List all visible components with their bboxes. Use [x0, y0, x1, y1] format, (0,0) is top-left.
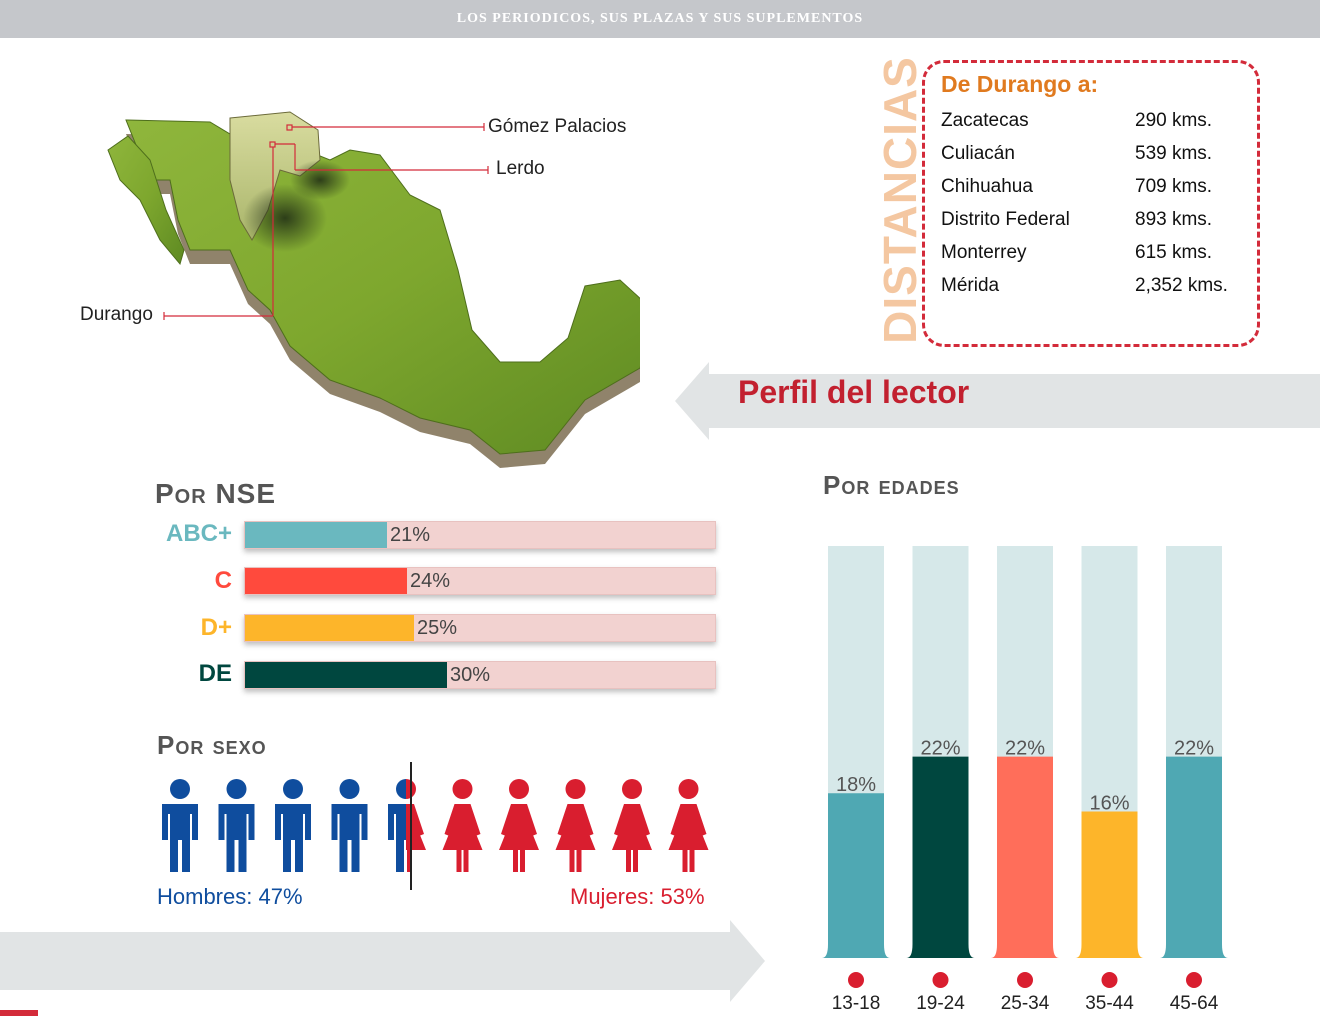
- nse-bar-fill: [245, 522, 387, 548]
- age-category-label: 13-18: [832, 993, 881, 1014]
- age-category-label: 35-44: [1085, 993, 1134, 1014]
- nse-bar-track: 24%: [244, 567, 716, 595]
- distance-city: Monterrey: [941, 242, 1027, 263]
- nse-bar-fill: [245, 568, 407, 594]
- bottom-arrow-band: [0, 920, 765, 1002]
- distance-km: 2,352 kms.: [1135, 275, 1228, 296]
- age-bar-value-label: 22%: [1005, 738, 1045, 760]
- perfil-title: Perfil del lector: [738, 374, 970, 410]
- age-bar-value-label: 16%: [1089, 793, 1129, 815]
- nse-section-title: Por NSE: [155, 478, 277, 509]
- distance-km: 893 kms.: [1135, 209, 1213, 230]
- age-marker-dot: [1186, 972, 1202, 988]
- male-person-icon: [275, 779, 311, 872]
- male-person-icon: [218, 779, 255, 872]
- distances-heading: De Durango a:: [941, 71, 1099, 97]
- nse-bar-value: 21%: [390, 524, 431, 546]
- nse-bar-track: 21%: [244, 521, 716, 549]
- edades-section-title: Por edades: [823, 470, 960, 500]
- female-person-icon: [612, 779, 652, 872]
- age-marker-dot: [1101, 972, 1118, 988]
- nse-bar-fill: [245, 662, 447, 688]
- female-person-icon: [668, 779, 709, 872]
- age-bar: [991, 756, 1059, 958]
- distancias-vertical-text: DISTANCIAS: [874, 56, 926, 344]
- split-person-icon: [388, 779, 426, 872]
- distance-city: Distrito Federal: [941, 209, 1070, 230]
- age-bar-value-label: 22%: [920, 738, 960, 760]
- nse-bar-fill: [245, 615, 414, 641]
- age-marker-dot: [932, 972, 949, 988]
- male-person-icon: [162, 779, 198, 872]
- age-bar-value-label: 22%: [1174, 738, 1214, 760]
- hombres-caption: Hombres: 47%: [157, 884, 303, 909]
- age-bar: [822, 793, 890, 958]
- female-person-icon: [555, 779, 596, 872]
- distance-km: 709 kms.: [1135, 176, 1213, 197]
- distancias-vertical-title: DISTANCIAS: [870, 56, 930, 344]
- mexico-map: Gómez Palacios Lerdo Durango: [80, 100, 656, 470]
- header-bar: LOS PERIODICOS, SUS PLAZAS Y SUS SUPLEME…: [0, 0, 1320, 38]
- distance-city: Chihuahua: [941, 176, 1033, 197]
- nse-bar-value: 30%: [450, 664, 491, 686]
- map-label-lerdo: Lerdo: [496, 158, 545, 179]
- mujeres-caption: Mujeres: 53%: [570, 884, 705, 909]
- sex-divider: [410, 762, 412, 890]
- page-corner-accent: [0, 1010, 38, 1016]
- map-label-gomez-palacios: Gómez Palacios: [488, 116, 627, 137]
- age-bar-value-label: 18%: [836, 774, 876, 796]
- age-bar: [1075, 811, 1144, 958]
- nse-label-abc: ABC+: [165, 520, 232, 547]
- age-marker-dot: [848, 972, 864, 988]
- map-leader-lines: [163, 123, 489, 320]
- male-person-icon: [331, 779, 368, 872]
- mexico-map-graphic: [107, 111, 656, 468]
- female-person-icon: [442, 779, 483, 872]
- map-label-durango: Durango: [80, 304, 153, 325]
- age-marker-dot: [1017, 972, 1033, 988]
- distances-box: De Durango a: Zacatecas 290 kms. Culiacá…: [922, 60, 1260, 347]
- age-bar: [1160, 756, 1228, 958]
- age-bar-chart: 18% 13-18 22% 19-24 22% 25-34 16% 35-44 22% 45-64: [822, 546, 1228, 1014]
- age-category-label: 19-24: [916, 993, 965, 1014]
- nse-bar-track: 30%: [244, 661, 716, 689]
- nse-label-d-plus: D+: [200, 614, 232, 641]
- nse-label-c: C: [214, 567, 232, 594]
- age-category-label: 45-64: [1170, 993, 1219, 1014]
- sexo-section-title: Por sexo: [157, 730, 267, 760]
- female-person-icon: [499, 779, 539, 872]
- distance-city: Zacatecas: [941, 110, 1029, 131]
- nse-bar-value: 24%: [410, 570, 451, 592]
- nse-bar-value: 25%: [417, 617, 458, 639]
- distance-km: 615 kms.: [1135, 242, 1213, 263]
- perfil-arrow-band: [675, 362, 1320, 440]
- nse-label-de: DE: [198, 660, 232, 687]
- distance-km: 539 kms.: [1135, 143, 1213, 164]
- page-header-title: LOS PERIODICOS, SUS PLAZAS Y SUS SUPLEME…: [456, 11, 864, 26]
- distance-city: Mérida: [941, 275, 1000, 296]
- age-bar: [906, 756, 975, 958]
- distance-km: 290 kms.: [1135, 110, 1213, 131]
- distance-city: Culiacán: [941, 143, 1015, 164]
- nse-bar-track: 25%: [244, 614, 716, 642]
- people-pictogram: [162, 779, 709, 872]
- age-category-label: 25-34: [1001, 993, 1050, 1014]
